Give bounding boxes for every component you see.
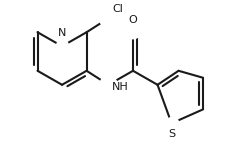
Text: S: S xyxy=(168,129,175,139)
Text: O: O xyxy=(129,15,137,25)
Text: N: N xyxy=(58,28,66,38)
Text: NH: NH xyxy=(112,82,129,92)
Text: Cl: Cl xyxy=(112,4,123,14)
